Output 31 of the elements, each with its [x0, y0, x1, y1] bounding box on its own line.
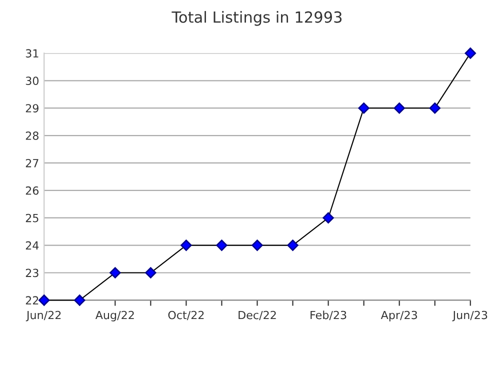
x-tick-label: Jun/22	[26, 310, 61, 322]
point	[252, 240, 263, 251]
y-tick-label: 22	[26, 296, 38, 304]
point	[429, 102, 440, 114]
point	[322, 212, 334, 224]
point	[358, 102, 370, 114]
y-tick-label: 27	[26, 158, 38, 168]
y-tick-label: 23	[26, 268, 38, 278]
chart-title: Total Listings in 12993	[172, 11, 342, 26]
point	[38, 294, 50, 306]
y-tick-label: 24	[26, 241, 39, 250]
y-tick-label: 29	[26, 104, 38, 112]
x-tick-label: Oct/22	[168, 310, 204, 320]
x-tick-label: Feb/23	[310, 310, 346, 320]
point	[180, 240, 192, 251]
point	[464, 48, 476, 59]
x-tick-label: Jun/23	[452, 310, 488, 322]
x-tick-label: Apr/23	[380, 310, 418, 322]
x-tick-label: Dec/22	[238, 310, 276, 320]
point	[287, 240, 298, 251]
point	[110, 267, 121, 278]
point	[145, 267, 156, 278]
point	[216, 240, 228, 251]
x-tick-label: Aug/22	[95, 310, 134, 322]
y-tick-label: 26	[26, 186, 39, 195]
point	[74, 294, 86, 306]
y-tick-label: 28	[26, 132, 38, 140]
y-tick-label: 25	[26, 214, 38, 222]
y-tick-label: 31	[26, 49, 38, 58]
point	[394, 102, 405, 114]
y-tick-label: 30	[26, 76, 38, 86]
